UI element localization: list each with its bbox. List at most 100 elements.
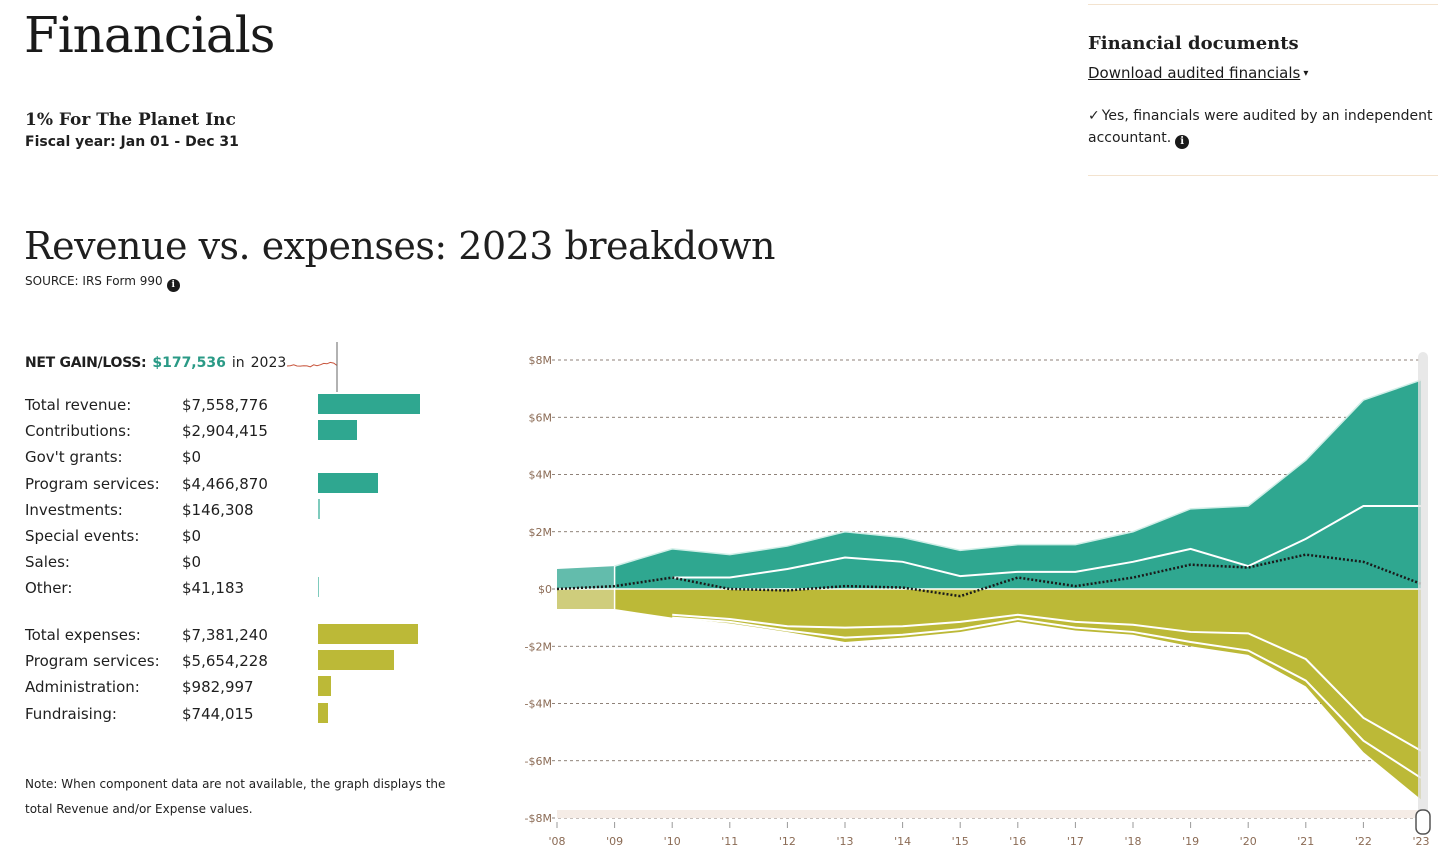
- contributions-boundary-line: [672, 504, 1421, 579]
- fiscal-year: Fiscal year: Jan 01 - Dec 31: [25, 134, 239, 150]
- x-tick-label: '08: [548, 835, 565, 848]
- component-data-note: Note: When component data are not availa…: [25, 777, 446, 816]
- revenue-row: Sales: $0: [25, 553, 445, 575]
- x-tick-label: '17: [1067, 835, 1084, 848]
- expense-row-label: Program services:: [25, 652, 160, 671]
- revenue-row-value: $41,183: [182, 579, 245, 598]
- net-gain-loss: NET GAIN/LOSS: $177,536 in 2023: [25, 355, 286, 371]
- year-slider-handle[interactable]: [1415, 809, 1431, 835]
- x-tick-label: '23: [1412, 835, 1429, 848]
- revenue-row-value: $0: [182, 448, 202, 467]
- y-tick-label: -$2M: [525, 640, 552, 653]
- x-tick-label: '12: [779, 835, 796, 848]
- expense-row-value: $5,654,228: [182, 652, 268, 671]
- year-slider-track: [1418, 352, 1428, 828]
- y-tick-label: $2M: [529, 526, 553, 539]
- download-audited-financials-link[interactable]: Download audited financials ▾: [1088, 64, 1308, 82]
- expense-area: [614, 589, 1421, 800]
- data-source: SOURCE: IRS Form 990 i: [25, 274, 180, 292]
- revenue-row-label: Total revenue:: [25, 396, 132, 414]
- admin-expense-boundary-line: [672, 616, 1422, 779]
- expense-row: Administration: $982,997: [25, 676, 445, 700]
- net-gain-loss-value: $177,536: [152, 355, 226, 371]
- source-info-icon[interactable]: i: [166, 279, 180, 292]
- expense-row-value: $7,381,240: [182, 626, 268, 644]
- revenue-row-value: $0: [182, 553, 202, 572]
- download-link-label: Download audited financials: [1088, 64, 1301, 82]
- revenue-row: Total revenue: $7,558,776: [25, 394, 445, 418]
- revenue-row: Gov't grants: $0: [25, 448, 445, 470]
- dropdown-caret-icon: ▾: [1303, 68, 1309, 79]
- revenue-row-bar: [318, 394, 420, 414]
- breakdown-title: Revenue vs. expenses: 2023 breakdown: [24, 224, 775, 268]
- organization-name: 1% For The Planet Inc: [25, 110, 236, 130]
- revenue-row-value: $146,308: [182, 500, 254, 519]
- net-gain-loss-in: in: [231, 355, 245, 371]
- expense-row: Fundraising: $744,015: [25, 702, 445, 727]
- y-tick-label: -$6M: [525, 755, 552, 768]
- expense-row-label: Fundraising:: [25, 704, 117, 723]
- revenue-row-value: $2,904,415: [182, 422, 268, 441]
- program-expense-boundary-line: [672, 613, 1422, 752]
- revenue-row-value: $4,466,870: [182, 474, 268, 493]
- expense-row-label: Total expenses:: [25, 626, 141, 644]
- x-tick-label: '19: [1182, 835, 1199, 848]
- revenue-area-early: [557, 566, 615, 589]
- financial-documents-panel: Financial documents Download audited fin…: [1088, 4, 1438, 176]
- expense-area-early: [557, 589, 615, 610]
- x-tick-label: '14: [894, 835, 911, 848]
- net-sparkline: [286, 342, 338, 392]
- revenue-row-label: Program services:: [25, 474, 160, 493]
- x-tick-label: '15: [952, 835, 969, 848]
- net-gain-loss-label: NET GAIN/LOSS:: [25, 355, 147, 371]
- x-tick-label: '11: [721, 835, 738, 848]
- x-tick-label: '16: [1009, 835, 1026, 848]
- y-tick-label: -$8M: [525, 812, 552, 825]
- revenue-total-edge: [614, 379, 1422, 567]
- expense-row: Total expenses: $7,381,240: [25, 624, 445, 648]
- audit-statement: ✓ Yes, financials were audited by an inde…: [1088, 105, 1433, 149]
- source-label: SOURCE: IRS Form 990: [25, 274, 163, 288]
- revenue-row: Special events: $0: [25, 527, 445, 549]
- x-tick-label: '21: [1297, 835, 1314, 848]
- financial-documents-title: Financial documents: [1088, 33, 1299, 54]
- revenue-row-value: $0: [182, 527, 202, 545]
- expense-row-value: $744,015: [182, 704, 254, 723]
- expense-row-bar: [318, 676, 332, 697]
- y-tick-label: $8M: [529, 354, 553, 367]
- revenue-row-bar: [318, 498, 320, 519]
- chart-bottom-band: [557, 810, 1421, 818]
- audit-text: Yes, financials were audited by an indep…: [1088, 108, 1433, 146]
- x-tick-label: '20: [1240, 835, 1257, 848]
- x-tick-label: '10: [664, 835, 681, 848]
- y-tick-label: $4M: [529, 469, 553, 482]
- x-tick-label: '18: [1124, 835, 1141, 848]
- net-gain-loss-line: [556, 553, 1422, 598]
- expense-row: Program services: $5,654,228: [25, 650, 445, 674]
- revenue-row-label: Special events:: [25, 527, 140, 545]
- revenue-row-label: Sales:: [25, 553, 70, 572]
- revenue-row: Contributions: $2,904,415: [25, 420, 445, 444]
- revenue-row-label: Other:: [25, 579, 73, 598]
- page-title: Financials: [24, 6, 275, 64]
- x-tick-label: '13: [836, 835, 853, 848]
- expense-row-value: $982,997: [182, 678, 254, 697]
- expense-row-bar: [318, 702, 329, 723]
- revenue-row-bar: [318, 577, 319, 598]
- audit-info-icon[interactable]: i: [1175, 135, 1190, 149]
- revenue-row: Program services: $4,466,870: [25, 472, 445, 497]
- net-gain-loss-year: 2023: [250, 355, 287, 371]
- expense-row-bar: [318, 624, 418, 644]
- sparkline-path: [286, 361, 338, 368]
- expense-row-label: Administration:: [25, 678, 140, 697]
- revenue-row-label: Gov't grants:: [25, 448, 123, 467]
- revenue-row-bar: [318, 420, 358, 441]
- revenue-row-bar: [318, 472, 379, 493]
- y-tick-label: $6M: [529, 411, 553, 424]
- revenue-row-label: Contributions:: [25, 422, 132, 441]
- revenue-row-value: $7,558,776: [182, 396, 268, 414]
- x-tick-label: '22: [1355, 835, 1372, 848]
- revenue-row-label: Investments:: [25, 500, 123, 519]
- y-tick-label: -$4M: [525, 698, 552, 711]
- y-tick-label: $0: [538, 583, 552, 596]
